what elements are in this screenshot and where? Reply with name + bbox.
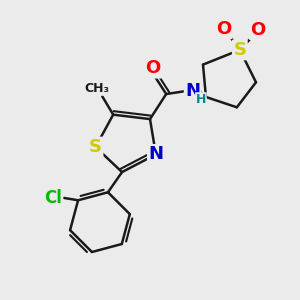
Text: O: O	[145, 59, 160, 77]
Text: O: O	[216, 20, 231, 38]
Text: S: S	[233, 41, 246, 59]
Text: Cl: Cl	[44, 189, 62, 207]
Text: N: N	[185, 82, 200, 100]
Text: S: S	[89, 138, 102, 156]
Text: H: H	[196, 93, 206, 106]
Text: CH₃: CH₃	[85, 82, 110, 95]
Text: O: O	[250, 21, 266, 39]
Text: N: N	[148, 146, 164, 164]
